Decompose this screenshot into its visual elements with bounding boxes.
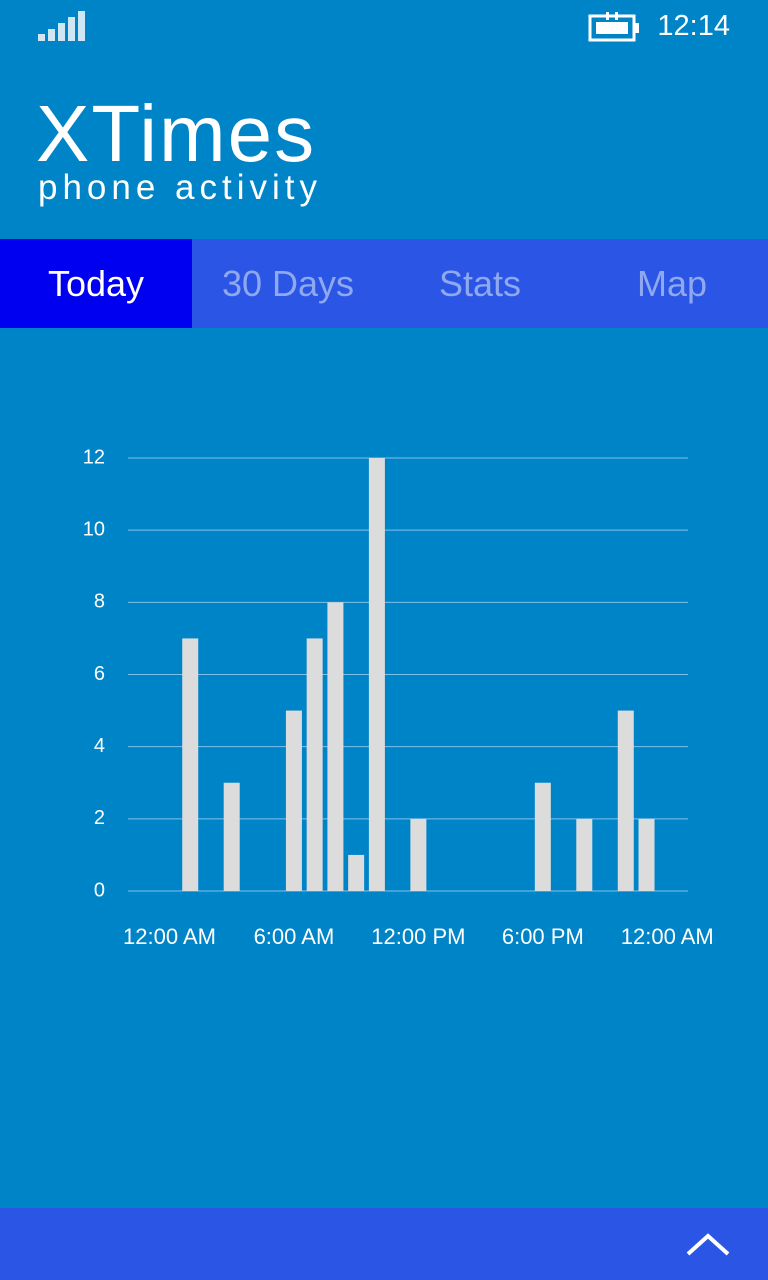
y-tick-label: 2	[94, 807, 105, 829]
app-title: XTimes	[36, 89, 317, 178]
y-tick-label: 8	[94, 591, 105, 613]
tab[interactable]: Map	[636, 263, 708, 304]
bar	[285, 710, 302, 891]
x-tick-label: 12:00 PM	[371, 924, 465, 949]
bar	[182, 638, 199, 891]
tab[interactable]: 30 Days	[221, 263, 355, 304]
bar	[327, 602, 344, 891]
y-tick-label: 12	[83, 446, 105, 468]
bar	[534, 782, 551, 891]
y-tick-label: 10	[83, 518, 105, 540]
battery-icon	[588, 12, 639, 42]
bar	[617, 710, 634, 891]
signal-icon	[38, 11, 85, 41]
y-tick-label: 6	[94, 663, 105, 685]
clock: 12:14	[657, 10, 730, 42]
bar	[223, 782, 240, 891]
bar	[368, 458, 385, 891]
status-bar: 12:14	[0, 0, 768, 56]
y-tick-label: 0	[94, 879, 105, 901]
tab-bar: Today 30 Days Stats Map	[0, 239, 768, 328]
y-tick-label: 4	[94, 735, 105, 757]
bar	[410, 818, 427, 891]
bar	[348, 854, 365, 891]
bar	[576, 818, 593, 891]
x-tick-label: 6:00 PM	[502, 924, 584, 949]
x-tick-label: 6:00 AM	[254, 924, 335, 949]
bar	[306, 638, 323, 891]
x-tick-label: 12:00 AM	[123, 924, 216, 949]
bar	[638, 818, 655, 891]
tab[interactable]: Stats	[438, 263, 522, 304]
expand-button[interactable]	[684, 1228, 732, 1260]
app-bar	[0, 1208, 768, 1280]
tab[interactable]: Today	[0, 239, 192, 328]
chart: 0 2 4 6 8 10 12 12:00 AM 6:00 AM 12:00 PM 6:00 PM 1…	[83, 446, 714, 949]
x-tick-label: 12:00 AM	[621, 924, 714, 949]
app-subtitle: phone activity	[38, 168, 323, 207]
